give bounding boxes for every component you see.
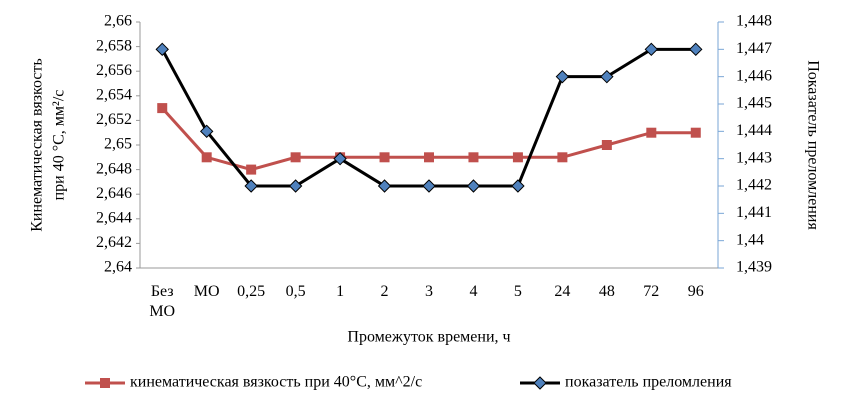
marker xyxy=(644,42,659,57)
marker xyxy=(377,179,392,193)
legend-label: кинематическая вязкость при 40°С, мм^2/с xyxy=(130,374,422,391)
y2-tick-label: 1,442 xyxy=(736,177,772,194)
x-tick-label: 2 xyxy=(380,283,389,300)
marker xyxy=(468,152,479,163)
y2-tick-label: 1,439 xyxy=(736,259,772,276)
x-tick-label: 48 xyxy=(598,283,615,300)
marker xyxy=(333,151,347,166)
y-tick-label: 2,658 xyxy=(96,37,132,54)
marker xyxy=(601,140,612,150)
x-tick-label: 96 xyxy=(687,283,704,300)
marker xyxy=(555,69,570,84)
y-tick-label: 2,648 xyxy=(96,160,132,177)
y2-axis-label: Показатель преломления xyxy=(804,60,821,230)
y2-tick-label: 1,444 xyxy=(736,122,772,139)
y2-tick-label: 1,446 xyxy=(736,67,772,84)
x-tick-label: 72 xyxy=(643,283,660,300)
legend-marker xyxy=(533,376,547,390)
marker xyxy=(422,179,436,193)
y2-tick-label: 1,441 xyxy=(736,204,772,221)
marker xyxy=(246,164,257,175)
marker xyxy=(424,152,434,163)
y2-tick-label: 1,443 xyxy=(736,149,772,166)
y-tick-label: 2,654 xyxy=(96,86,132,103)
y-tick-label: 2,64 xyxy=(104,259,132,276)
y-tick-label: 2,644 xyxy=(96,209,132,226)
y2-tick-label: 1,448 xyxy=(736,13,772,30)
marker xyxy=(201,152,212,163)
marker xyxy=(557,152,568,163)
legend-label: показатель преломления xyxy=(565,374,732,391)
marker xyxy=(379,152,390,163)
y-tick-label: 2,646 xyxy=(96,185,132,202)
x-axis-label: Промежуток времени, ч xyxy=(347,329,510,346)
x-tick-label: 24 xyxy=(554,283,571,300)
legend-marker xyxy=(100,378,110,388)
marker xyxy=(199,124,214,139)
y2-tick-label: 1,445 xyxy=(736,95,772,112)
marker xyxy=(600,69,614,84)
marker xyxy=(244,179,258,193)
marker xyxy=(690,127,701,138)
marker xyxy=(511,179,525,193)
marker xyxy=(466,179,481,193)
x-tick-label: Без МО xyxy=(149,283,176,320)
y2-tick-label: 1,44 xyxy=(736,231,764,248)
y-tick-label: 2,652 xyxy=(96,111,132,128)
marker xyxy=(512,152,523,163)
marker xyxy=(646,127,657,138)
y-axis-label: при 40 °С, мм²/с xyxy=(51,90,68,201)
x-tick-label: 5 xyxy=(513,283,522,300)
y-tick-label: 2,656 xyxy=(96,62,132,79)
y2-tick-label: 1,447 xyxy=(736,40,772,57)
series-line xyxy=(160,47,696,188)
y-tick-label: 2,66 xyxy=(104,13,132,30)
x-tick-label: 0,25 xyxy=(237,283,266,300)
x-tick-label: МО xyxy=(193,283,220,300)
marker xyxy=(288,179,303,193)
marker xyxy=(290,152,301,163)
x-tick-label: 0,5 xyxy=(285,283,306,300)
x-tick-label: 1 xyxy=(336,283,345,300)
y-axis-label: Кинематическая вязкость xyxy=(29,58,46,232)
x-tick-label: 4 xyxy=(469,283,478,300)
x-tick-label: 3 xyxy=(425,283,433,300)
marker xyxy=(155,42,169,57)
y-tick-label: 2,642 xyxy=(96,234,132,251)
marker xyxy=(689,42,703,57)
y-tick-label: 2,65 xyxy=(104,136,132,153)
marker xyxy=(157,103,168,114)
